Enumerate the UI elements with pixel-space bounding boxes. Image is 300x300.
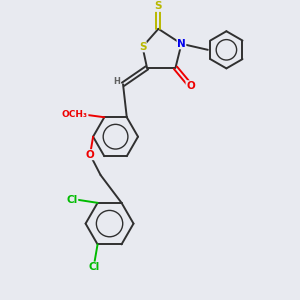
- Text: N: N: [177, 39, 186, 49]
- Text: S: S: [139, 42, 146, 52]
- Text: S: S: [154, 2, 162, 11]
- Text: H: H: [113, 77, 120, 86]
- Text: Cl: Cl: [67, 195, 78, 205]
- Text: Cl: Cl: [89, 262, 100, 272]
- Text: OCH₃: OCH₃: [62, 110, 88, 119]
- Text: O: O: [186, 81, 195, 91]
- Text: O: O: [86, 150, 94, 160]
